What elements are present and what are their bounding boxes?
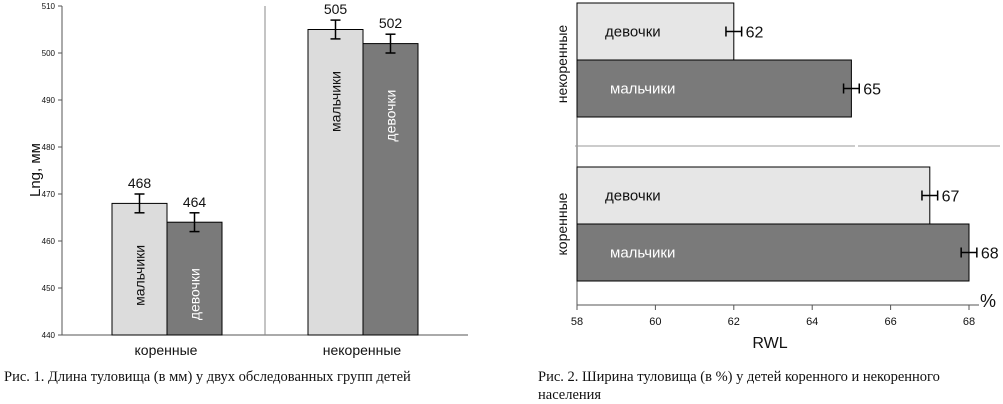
data-label: 68 xyxy=(981,246,999,263)
bar xyxy=(576,2,735,61)
bar xyxy=(362,43,419,336)
figure-1-caption: Рис. 1. Длина туловища (в мм) у двух обс… xyxy=(4,369,411,385)
y-tick-label: 480 xyxy=(42,143,56,152)
bar-label: девочки xyxy=(187,268,203,320)
bar-label: мальчики xyxy=(328,71,344,132)
x-tick-label: 64 xyxy=(806,316,818,328)
bar xyxy=(307,29,364,336)
bar xyxy=(576,166,931,225)
data-label: 67 xyxy=(942,189,960,206)
x-tick-label: 68 xyxy=(963,316,975,328)
data-label: 464 xyxy=(183,194,207,210)
data-label: 505 xyxy=(324,1,348,17)
bar xyxy=(576,223,970,282)
group-label: некоренные xyxy=(554,25,570,104)
y-tick-label: 510 xyxy=(42,2,56,11)
y-tick-label: 440 xyxy=(42,331,56,340)
bar xyxy=(111,202,168,336)
y-tick-label: 460 xyxy=(42,237,56,246)
y-tick-label: 450 xyxy=(42,284,56,293)
bar-label: девочки xyxy=(605,188,661,205)
x-tick-label: 60 xyxy=(649,316,661,328)
bar-label: мальчики xyxy=(610,245,675,262)
group-label: некоренные xyxy=(323,342,402,358)
x-axis-title: RWL xyxy=(752,335,787,352)
data-label: 502 xyxy=(379,15,403,31)
bar-label: мальчики xyxy=(610,81,675,98)
bar xyxy=(576,59,852,118)
y-tick-label: 500 xyxy=(42,49,56,58)
bar-label: девочки xyxy=(605,24,661,41)
x-tick-label: 66 xyxy=(884,316,896,328)
data-label: 62 xyxy=(746,25,764,42)
bar-label: мальчики xyxy=(132,245,148,306)
y-axis-title: Lng, мм xyxy=(27,143,44,197)
group-label: коренные xyxy=(554,192,570,255)
y-tick-label: 490 xyxy=(42,96,56,105)
unit-label: % xyxy=(980,291,996,311)
data-label: 468 xyxy=(128,175,152,191)
y-tick-label: 470 xyxy=(42,190,56,199)
bar-label: девочки xyxy=(383,90,399,142)
figure-2-caption: Рис. 2. Ширина туловища (в %) у детей ко… xyxy=(538,369,940,403)
x-tick-label: 62 xyxy=(728,316,740,328)
group-label: коренные xyxy=(135,342,198,358)
data-label: 65 xyxy=(863,82,881,99)
x-tick-label: 58 xyxy=(571,316,583,328)
